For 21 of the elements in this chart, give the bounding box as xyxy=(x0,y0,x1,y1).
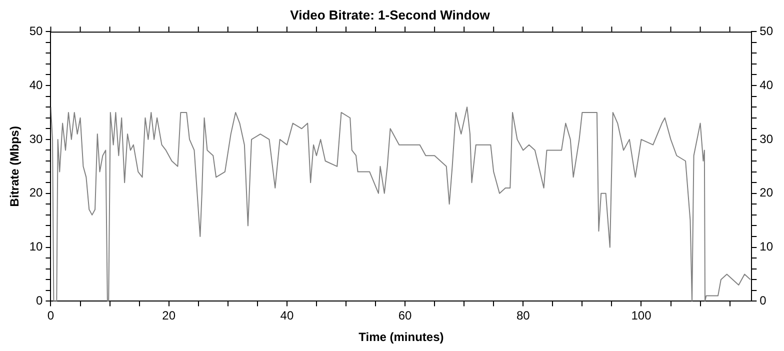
x-tick-label: 0 xyxy=(47,308,54,323)
y-tick-label: 0 xyxy=(36,294,44,308)
x-tick-label: 40 xyxy=(280,308,294,323)
x-tick-label: 60 xyxy=(398,308,412,323)
x-tick-label: 20 xyxy=(162,308,176,323)
y2-tick-label: 0 xyxy=(760,294,767,308)
y-tick-label: 30 xyxy=(29,132,44,146)
y-tick-label: 40 xyxy=(29,78,44,92)
y2-tick-label: 30 xyxy=(760,132,774,146)
y-tick-label: 50 xyxy=(29,24,44,38)
y-tick-label: 10 xyxy=(29,240,44,254)
y2-tick-label: 50 xyxy=(760,24,774,38)
chart-title: Video Bitrate: 1-Second Window xyxy=(290,7,491,22)
y-tick-label: 20 xyxy=(29,186,44,200)
x-tick-label: 100 xyxy=(631,308,652,323)
y-axis-title: Bitrate (Mbps) xyxy=(8,126,22,207)
x-axis-title: Time (minutes) xyxy=(358,330,444,344)
y2-tick-label: 20 xyxy=(760,186,774,200)
y2-tick-label: 10 xyxy=(760,240,774,254)
x-tick-label: 80 xyxy=(516,308,530,323)
y2-tick-label: 40 xyxy=(760,78,774,92)
